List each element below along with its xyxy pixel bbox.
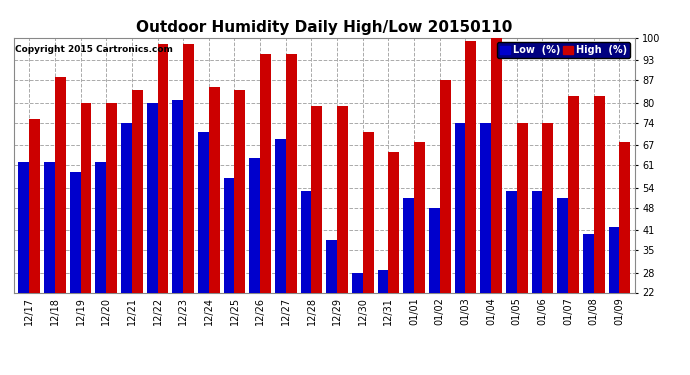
Bar <box>440 80 451 292</box>
Bar <box>157 44 168 292</box>
Bar <box>147 103 157 292</box>
Bar <box>106 103 117 292</box>
Bar <box>583 234 593 292</box>
Bar <box>568 96 579 292</box>
Bar <box>301 191 311 292</box>
Bar <box>363 132 373 292</box>
Bar <box>275 139 286 292</box>
Bar <box>249 159 260 292</box>
Bar <box>132 90 143 292</box>
Bar <box>95 162 106 292</box>
Bar <box>286 54 297 292</box>
Bar <box>593 96 604 292</box>
Bar <box>429 207 440 292</box>
Bar <box>337 106 348 292</box>
Bar <box>311 106 322 292</box>
Bar <box>121 123 132 292</box>
Bar <box>414 142 425 292</box>
Text: Copyright 2015 Cartronics.com: Copyright 2015 Cartronics.com <box>15 45 173 54</box>
Bar <box>198 132 209 292</box>
Bar <box>172 100 183 292</box>
Bar <box>55 77 66 292</box>
Bar <box>480 123 491 292</box>
Bar <box>224 178 235 292</box>
Bar <box>517 123 528 292</box>
Bar <box>260 54 271 292</box>
Bar <box>44 162 55 292</box>
Bar <box>620 142 630 292</box>
Bar <box>609 227 620 292</box>
Bar <box>235 90 245 292</box>
Bar <box>404 198 414 292</box>
Bar <box>19 162 29 292</box>
Bar <box>491 38 502 292</box>
Bar <box>352 273 363 292</box>
Bar <box>558 198 568 292</box>
Bar <box>377 270 388 292</box>
Bar <box>81 103 91 292</box>
Bar <box>183 44 194 292</box>
Bar <box>531 191 542 292</box>
Bar <box>466 41 476 292</box>
Bar <box>506 191 517 292</box>
Bar <box>455 123 466 292</box>
Bar <box>388 152 400 292</box>
Legend: Low  (%), High  (%): Low (%), High (%) <box>497 42 630 58</box>
Bar <box>70 171 81 292</box>
Bar <box>209 87 219 292</box>
Bar <box>326 240 337 292</box>
Bar <box>29 119 40 292</box>
Title: Outdoor Humidity Daily High/Low 20150110: Outdoor Humidity Daily High/Low 20150110 <box>136 20 513 35</box>
Bar <box>542 123 553 292</box>
